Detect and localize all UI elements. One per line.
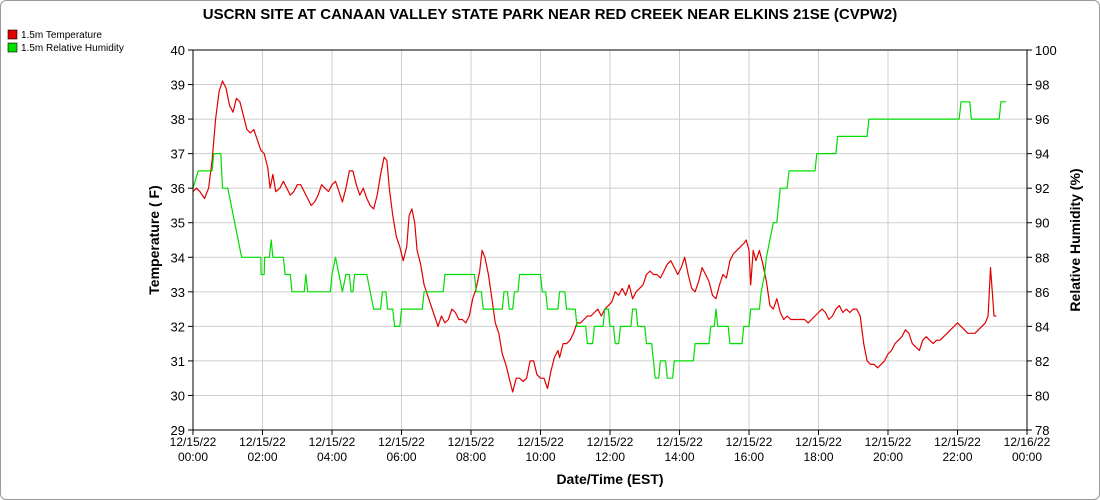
x-tick-date: 12/15/22	[795, 435, 842, 449]
y-right-tick-label: 84	[1035, 319, 1049, 334]
y-left-tick-label: 34	[171, 250, 185, 265]
legend: 1.5m Temperature 1.5m Relative Humidity	[7, 29, 124, 54]
x-tick-time: 06:00	[386, 450, 416, 464]
x-axis-label: Date/Time (EST)	[556, 471, 663, 487]
legend-swatch-humidity	[7, 42, 18, 53]
y-right-tick-label: 94	[1035, 147, 1049, 162]
x-tick-time: 00:00	[178, 450, 208, 464]
temperature-series-line	[192, 80, 997, 393]
chart-title: USCRN SITE AT CANAAN VALLEY STATE PARK N…	[203, 6, 898, 23]
x-tick-date: 12/15/22	[309, 435, 356, 449]
x-tick-time: 12:00	[595, 450, 625, 464]
y-left-tick-label: 31	[171, 354, 185, 369]
y-right-tick-label: 78	[1035, 423, 1049, 438]
x-tick-time: 10:00	[525, 450, 555, 464]
plot-area	[192, 49, 1028, 431]
x-tick-time: 14:00	[664, 450, 694, 464]
x-tick-date: 12/15/22	[656, 435, 703, 449]
x-tick-time: 20:00	[873, 450, 903, 464]
y-left-tick-label: 39	[171, 78, 185, 93]
x-tick-time: 00:00	[1012, 450, 1042, 464]
y-right-tick-label: 86	[1035, 285, 1049, 300]
y-left-tick-label: 38	[171, 112, 185, 127]
y-right-tick-label: 100	[1035, 43, 1057, 58]
y-axis-left-label: Temperature ( F)	[146, 185, 162, 294]
gridlines	[193, 49, 1027, 431]
y-right-tick-label: 96	[1035, 112, 1049, 127]
y-right-tick-label: 92	[1035, 181, 1049, 196]
y-left-tick-label: 33	[171, 285, 185, 300]
y-axis-left-ticks: 29 30 31 32 33 34 35 36 37 38 39 40	[171, 43, 193, 438]
legend-label-humidity: 1.5m Relative Humidity	[21, 43, 124, 54]
y-left-tick-label: 36	[171, 181, 185, 196]
y-right-tick-label: 88	[1035, 250, 1049, 265]
x-tick-date: 12/16/22	[1004, 435, 1051, 449]
y-left-tick-label: 35	[171, 216, 185, 231]
y-left-tick-label: 40	[171, 43, 185, 58]
series-lines	[192, 80, 1007, 393]
y-axis-right-ticks: 78 80 82 84 86 88 90 92 94 96 98 100	[1027, 43, 1057, 438]
x-tick-date: 12/15/22	[726, 435, 773, 449]
y-right-tick-label: 82	[1035, 354, 1049, 369]
x-axis-ticks: 12/15/2200:0012/15/2202:0012/15/2204:001…	[170, 430, 1051, 464]
legend-swatch-temperature	[7, 29, 18, 40]
x-tick-time: 16:00	[734, 450, 764, 464]
y-axis-right-label: Relative Humidity (%)	[1067, 168, 1083, 311]
x-tick-time: 22:00	[942, 450, 972, 464]
humidity-series-line	[192, 101, 1007, 379]
x-tick-time: 02:00	[247, 450, 277, 464]
y-left-tick-label: 29	[171, 423, 185, 438]
x-tick-date: 12/15/22	[865, 435, 912, 449]
x-tick-time: 04:00	[317, 450, 347, 464]
x-tick-date: 12/15/22	[934, 435, 981, 449]
x-tick-date: 12/15/22	[517, 435, 564, 449]
x-tick-date: 12/15/22	[239, 435, 286, 449]
y-left-tick-label: 37	[171, 147, 185, 162]
y-right-tick-label: 90	[1035, 216, 1049, 231]
x-tick-date: 12/15/22	[378, 435, 425, 449]
x-tick-date: 12/15/22	[587, 435, 634, 449]
y-left-tick-label: 30	[171, 388, 185, 403]
y-right-tick-label: 98	[1035, 78, 1049, 93]
legend-label-temperature: 1.5m Temperature	[21, 30, 102, 41]
x-tick-date: 12/15/22	[448, 435, 495, 449]
y-right-tick-label: 80	[1035, 388, 1049, 403]
x-tick-time: 18:00	[803, 450, 833, 464]
x-tick-time: 08:00	[456, 450, 486, 464]
y-left-tick-label: 32	[171, 319, 185, 334]
x-tick-date: 12/15/22	[170, 435, 217, 449]
